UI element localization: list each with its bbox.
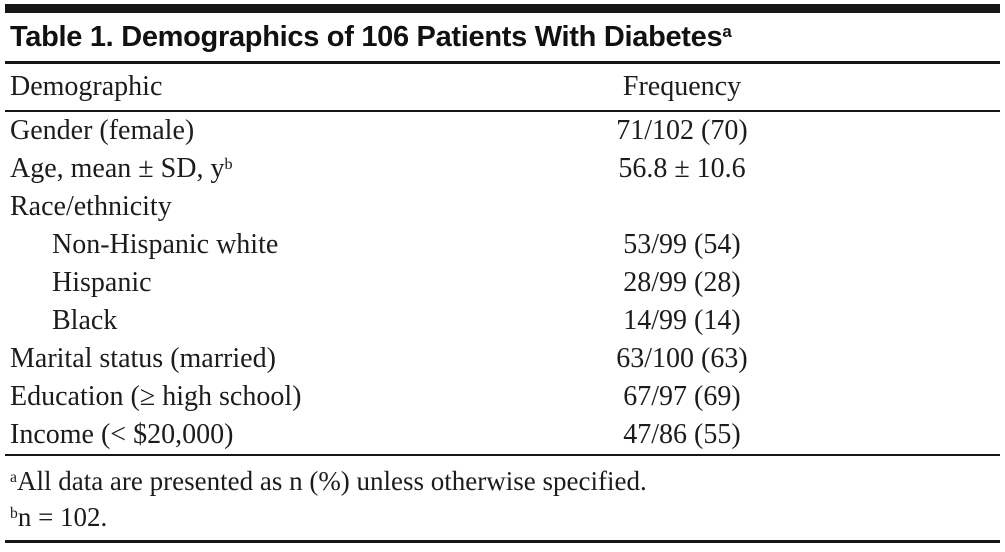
header-spacer xyxy=(849,64,1000,110)
row-label: Black xyxy=(52,305,118,336)
table-row: Hispanic 28/99 (28) xyxy=(5,264,1000,302)
row-value: 56.8 ± 10.6 xyxy=(618,153,746,184)
bottom-rule xyxy=(5,540,1000,543)
row-label: Hispanic xyxy=(52,267,152,298)
table-body: Gender (female) 71/102 (70) Age, mean ± … xyxy=(5,112,1000,454)
table-row: Education (≥ high school) 67/97 (69) xyxy=(5,378,1000,416)
row-label: Marital status (married) xyxy=(10,343,276,374)
footnote-text: n = 102. xyxy=(17,502,108,532)
row-value: 67/97 (69) xyxy=(623,381,741,412)
column-header-frequency: Frequency xyxy=(622,71,742,102)
table-row: Black 14/99 (14) xyxy=(5,302,1000,340)
rule-above-footnotes xyxy=(5,454,1000,456)
table-title-text: Table 1. Demographics of 106 Patients Wi… xyxy=(10,21,723,53)
row-value: 53/99 (54) xyxy=(623,229,741,260)
row-label: Education (≥ high school) xyxy=(10,381,302,412)
table-row: Income (< $20,000) 47/86 (55) xyxy=(5,416,1000,454)
footnote-marker-b: b xyxy=(10,504,18,522)
footnote-marker-a: a xyxy=(10,468,17,486)
table-row: Gender (female) 71/102 (70) xyxy=(5,112,1000,150)
row-value: 47/86 (55) xyxy=(623,419,741,450)
row-value xyxy=(515,188,849,226)
table-row: Race/ethnicity xyxy=(5,188,1000,226)
row-value: 71/102 (70) xyxy=(616,115,748,146)
rule-below-header xyxy=(5,110,1000,112)
footnote-b: bn = 102. xyxy=(10,499,1000,535)
row-value: 14/99 (14) xyxy=(623,305,741,336)
top-thick-rule xyxy=(5,4,1000,13)
row-label: Race/ethnicity xyxy=(10,191,172,222)
table-row: Non-Hispanic white 53/99 (54) xyxy=(5,226,1000,264)
row-value: 28/99 (28) xyxy=(623,267,741,298)
row-footnote-marker: b xyxy=(224,154,233,173)
row-value: 63/100 (63) xyxy=(616,343,748,374)
rule-below-title xyxy=(5,61,1000,64)
title-footnote-marker: a xyxy=(722,22,732,42)
footnote-text: All data are presented as n (%) unless o… xyxy=(16,466,647,496)
table-header-row: Demographic Frequency xyxy=(5,64,1000,110)
row-label: Age, mean ± SD, yb xyxy=(10,153,233,184)
column-header-demographic: Demographic xyxy=(10,71,163,102)
table-title: Table 1. Demographics of 106 Patients Wi… xyxy=(5,13,1000,61)
row-label: Gender (female) xyxy=(10,115,195,146)
footnote-a: aAll data are presented as n (%) unless … xyxy=(10,463,1000,499)
table-row: Age, mean ± SD, yb 56.8 ± 10.6 xyxy=(5,150,1000,188)
table-row: Marital status (married) 63/100 (63) xyxy=(5,340,1000,378)
row-label: Income (< $20,000) xyxy=(10,419,234,450)
table-footnotes: aAll data are presented as n (%) unless … xyxy=(5,456,1000,535)
row-label: Non-Hispanic white xyxy=(52,229,279,260)
